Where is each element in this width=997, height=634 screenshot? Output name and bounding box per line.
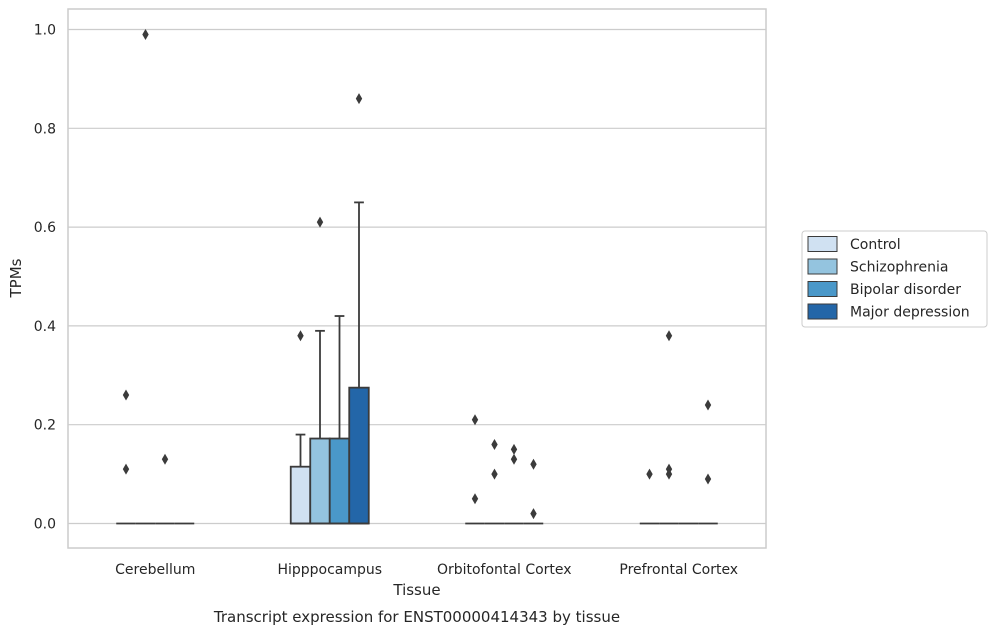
x-tick-label: Cerebellum — [115, 562, 195, 578]
legend-swatch — [807, 258, 838, 275]
box-1-3 — [348, 93, 370, 525]
outlier-point — [665, 468, 673, 480]
legend-label: Major depression — [850, 305, 970, 321]
box-3-3 — [698, 399, 718, 525]
box-3-0 — [639, 468, 660, 525]
legend-swatch — [807, 281, 838, 297]
outlier-point — [491, 438, 498, 450]
box-2-2 — [504, 443, 524, 525]
box-2-3 — [523, 458, 544, 525]
y-tick-label: 0.0 — [34, 517, 56, 533]
outlier-point — [704, 399, 712, 411]
outlier-point — [510, 453, 518, 465]
y-tick-label: 0.4 — [34, 319, 56, 335]
outlier-point — [471, 414, 479, 426]
box-1-2 — [328, 315, 351, 525]
legend-label: Schizophrenia — [850, 260, 948, 276]
x-tick-labels: Cerebellum Hipppocampus Orbitofontal Corte… — [115, 562, 738, 578]
legend-swatch — [807, 303, 838, 320]
y-axis-label: TPMs — [7, 258, 25, 298]
box-0-0 — [116, 389, 136, 525]
box-0-1 — [135, 28, 156, 525]
outlier-point — [491, 468, 498, 480]
x-axis-label: Tissue — [392, 581, 440, 599]
outlier-point — [704, 473, 712, 485]
outlier-point — [530, 508, 537, 520]
box-body — [289, 465, 312, 525]
outlier-point — [161, 453, 169, 465]
box-0-2 — [155, 453, 175, 525]
box-body — [309, 437, 331, 525]
outlier-point — [646, 468, 653, 480]
box-1-0 — [289, 330, 312, 525]
legend-frame — [801, 230, 988, 328]
outlier-point — [142, 28, 149, 40]
outlier-point — [355, 93, 363, 105]
legend: Control Schizophrenia Bipolar disorder Majo… — [801, 230, 988, 328]
legend-label: Bipolar disorder — [850, 282, 961, 298]
outlier-point — [665, 330, 673, 342]
y-tick-labels: 0.0 0.2 0.4 0.6 0.8 1.0 — [34, 23, 56, 533]
box-1-1 — [309, 216, 331, 525]
box-2-0 — [465, 414, 485, 525]
plot-frame — [67, 8, 767, 549]
y-tick-label: 1.0 — [34, 23, 56, 39]
grid-lines — [68, 28, 766, 525]
box-groups — [116, 28, 718, 525]
outlier-point — [297, 330, 304, 342]
x-tick-label: Prefrontal Cortex — [619, 562, 738, 578]
x-tick-label: Hipppocampus — [277, 562, 382, 578]
outlier-point — [530, 458, 537, 470]
y-tick-label: 0.8 — [34, 121, 56, 137]
box-3-1 — [659, 330, 679, 525]
y-tick-label: 0.2 — [34, 418, 56, 434]
x-tick-label: Orbitofontal Cortex — [437, 562, 572, 578]
legend-label: Control — [850, 237, 901, 253]
box-body — [328, 437, 351, 525]
box-2-1 — [484, 438, 505, 525]
outlier-point — [471, 493, 479, 505]
box-body — [348, 386, 370, 525]
chart-title: Transcript expression for ENST0000041434… — [213, 608, 620, 626]
outlier-point — [122, 463, 130, 475]
outlier-point — [510, 443, 518, 455]
legend-swatch — [807, 236, 838, 252]
y-tick-label: 0.6 — [34, 220, 56, 236]
outlier-point — [122, 389, 130, 401]
outlier-point — [316, 216, 324, 228]
